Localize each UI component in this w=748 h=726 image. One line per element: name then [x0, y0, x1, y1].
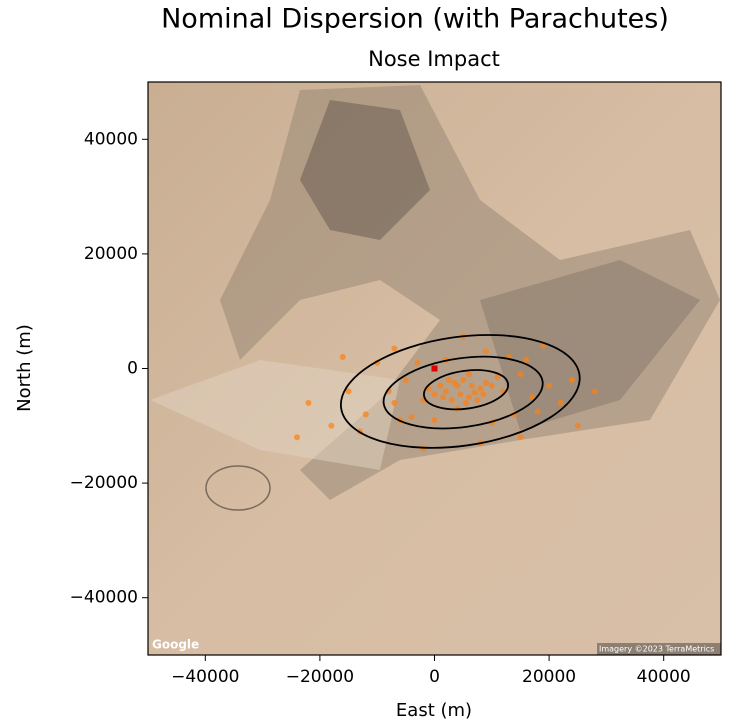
x-tick-label: −20000: [286, 667, 354, 687]
impact-point: [328, 422, 335, 429]
impact-point: [448, 397, 455, 404]
y-tick-label: −40000: [70, 588, 138, 608]
impact-point: [457, 391, 464, 398]
impact-point: [517, 434, 524, 441]
impact-point: [362, 411, 369, 418]
map-attribution: Google: [152, 638, 199, 652]
x-tick-label: −40000: [171, 667, 239, 687]
x-tick-label: 40000: [637, 667, 691, 687]
impact-point: [402, 376, 409, 383]
impact-point: [408, 414, 415, 421]
impact-point: [483, 348, 490, 355]
impact-point: [569, 376, 576, 383]
impact-point: [483, 379, 490, 386]
impact-point: [391, 399, 398, 406]
impact-point: [440, 394, 447, 401]
impact-point: [460, 376, 467, 383]
impact-point: [534, 408, 541, 415]
x-tick-label: 0: [429, 667, 440, 687]
impact-point: [465, 394, 472, 401]
chart-title: Nominal Dispersion (with Parachutes): [161, 4, 669, 35]
dispersion-ellipse: [423, 369, 509, 411]
y-tick-label: 40000: [84, 129, 138, 149]
impact-point: [463, 399, 470, 406]
impact-point: [437, 382, 444, 389]
impact-point: [474, 397, 481, 404]
impact-point: [391, 345, 398, 352]
impact-point: [414, 359, 421, 366]
impact-point: [546, 382, 553, 389]
impact-point: [468, 382, 475, 389]
impact-point: [574, 422, 581, 429]
impact-point: [345, 388, 352, 395]
impact-point: [494, 374, 501, 381]
impact-point: [431, 417, 438, 424]
impact-point: [442, 388, 449, 395]
impact-point: [528, 394, 535, 401]
impact-point: [293, 434, 300, 441]
map-background: [148, 82, 721, 655]
impact-point: [591, 388, 598, 395]
x-tick-label: 20000: [522, 667, 576, 687]
dispersion-ellipse: [382, 355, 544, 430]
x-axis-label: East (m): [396, 700, 472, 721]
impact-point: [517, 371, 524, 378]
launch-site: [431, 365, 438, 372]
y-tick-label: 20000: [84, 244, 138, 264]
chart-subtitle: Nose Impact: [368, 47, 500, 71]
impact-point: [488, 382, 495, 389]
y-tick-label: −20000: [70, 473, 138, 493]
impact-point: [471, 389, 478, 396]
impact-point: [480, 391, 487, 398]
impact-point: [523, 356, 530, 363]
impact-point: [305, 399, 312, 406]
dispersion-ellipse: [339, 334, 581, 449]
impact-point: [557, 399, 564, 406]
impact-point: [465, 371, 472, 378]
y-tick-label: 0: [127, 359, 138, 379]
impact-point: [431, 391, 438, 398]
map-attribution: Imagery ©2023 TerraMetrics: [599, 645, 714, 654]
y-axis-label: North (m): [14, 324, 35, 412]
impact-point: [445, 376, 452, 383]
impact-point: [339, 354, 346, 361]
impact-point: [451, 379, 458, 386]
impact-point: [477, 385, 484, 392]
